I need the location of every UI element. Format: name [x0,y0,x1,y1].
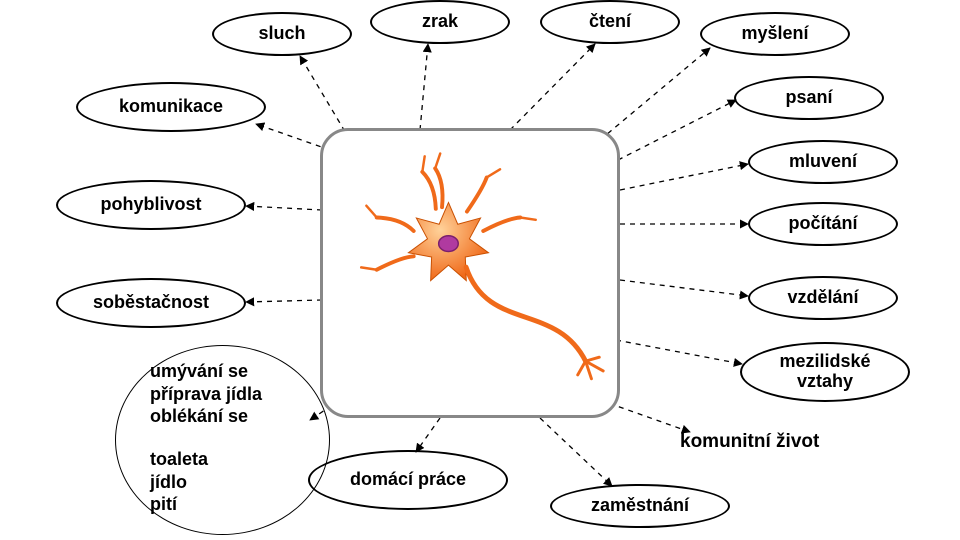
node-label: domácí práce [350,470,466,490]
node-komunikace: komunikace [76,82,266,132]
edge-to-zrak [420,44,428,130]
edge-to-pohyblivost [246,206,322,210]
node-zrak: zrak [370,0,510,44]
edge-to-cteni [510,44,595,130]
neuron-icon [323,131,617,415]
edge-to-mysleni [600,48,710,140]
edge-to-vzdelani [620,280,748,296]
node-label: zrak [422,12,458,32]
edge-to-zamestnani [540,418,612,486]
center-neuron-box [320,128,620,418]
node-label: mluvení [789,152,857,172]
node-bigellipse [115,345,330,535]
node-vzdelani: vzdělání [748,276,898,320]
node-label: sluch [258,24,305,44]
node-label: komunikace [119,97,223,117]
edge-to-sobestac [246,300,322,302]
node-psani: psaní [734,76,884,120]
node-mysleni: myšlení [700,12,850,56]
node-domaci: domácí práce [308,450,508,510]
node-cteni: čtení [540,0,680,44]
node-pocitani: počítání [748,202,898,246]
diagram-stage: sluch zrak čtení myšlení psaní mluvení počítán… [0,0,960,540]
node-sobestac: soběstačnost [56,278,246,328]
node-label: vzdělání [787,288,858,308]
node-sluch: sluch [212,12,352,56]
node-zamestnani: zaměstnání [550,484,730,528]
node-label: pohyblivost [100,195,201,215]
edge-to-mezilidske [616,340,742,364]
edge-to-psani [618,100,736,160]
edge-to-mluveni [620,164,748,190]
node-mezilidske: mezilidské vztahy [740,342,910,402]
node-label: mezilidské vztahy [779,352,870,392]
node-pohyblivost: pohyblivost [56,180,246,230]
edge-to-domaci [416,418,440,452]
node-label: zaměstnání [591,496,689,516]
edge-to-komunikace [256,124,330,150]
node-label: počítání [788,214,857,234]
node-label: soběstačnost [93,293,209,313]
node-label: psaní [785,88,832,108]
node-mluveni: mluvení [748,140,898,184]
node-label: myšlení [741,24,808,44]
node-label: čtení [589,12,631,32]
node-komunitni: komunitní život [680,430,819,454]
